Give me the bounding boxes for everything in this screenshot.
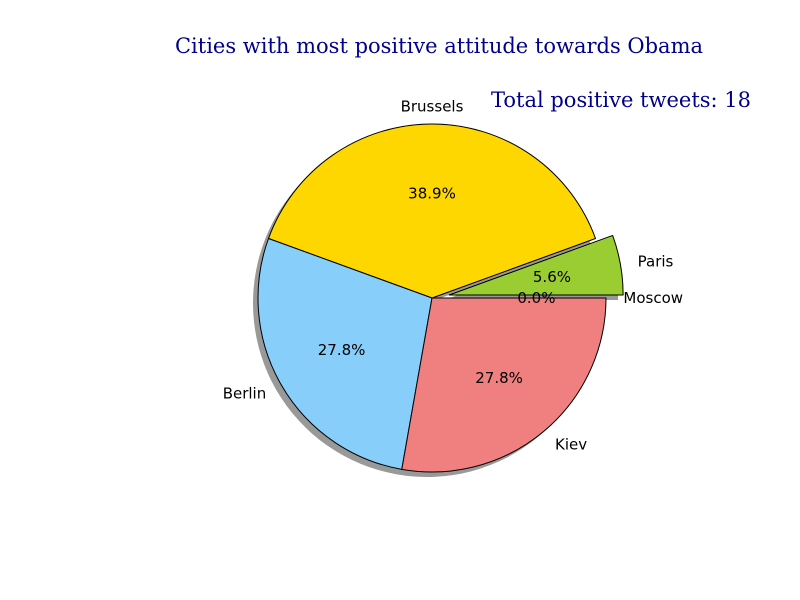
percent-label-paris: 5.6% xyxy=(533,268,571,286)
chart-title: Cities with most positive attitude towar… xyxy=(175,34,703,58)
slice-kiev xyxy=(401,297,607,473)
label-paris: Paris xyxy=(638,253,674,271)
percent-label-berlin: 27.8% xyxy=(318,341,366,359)
percent-label-moscow: 0.0% xyxy=(517,289,555,307)
percent-label-brussels: 38.9% xyxy=(408,185,456,203)
pie-labels: Paris 5.6% Brussels 38.9% Berlin 27.8% Kiev 27.… xyxy=(223,98,683,454)
slice-berlin xyxy=(257,237,433,470)
pie-slices xyxy=(257,123,624,473)
label-berlin: Berlin xyxy=(223,385,267,403)
label-moscow: Moscow xyxy=(623,289,683,307)
percent-label-kiev: 27.8% xyxy=(475,369,523,387)
label-brussels: Brussels xyxy=(401,98,464,116)
slice-brussels xyxy=(267,123,597,299)
total-tweets-annotation: Total positive tweets: 18 xyxy=(491,88,751,112)
label-kiev: Kiev xyxy=(555,436,587,454)
slice-paris xyxy=(448,234,624,296)
